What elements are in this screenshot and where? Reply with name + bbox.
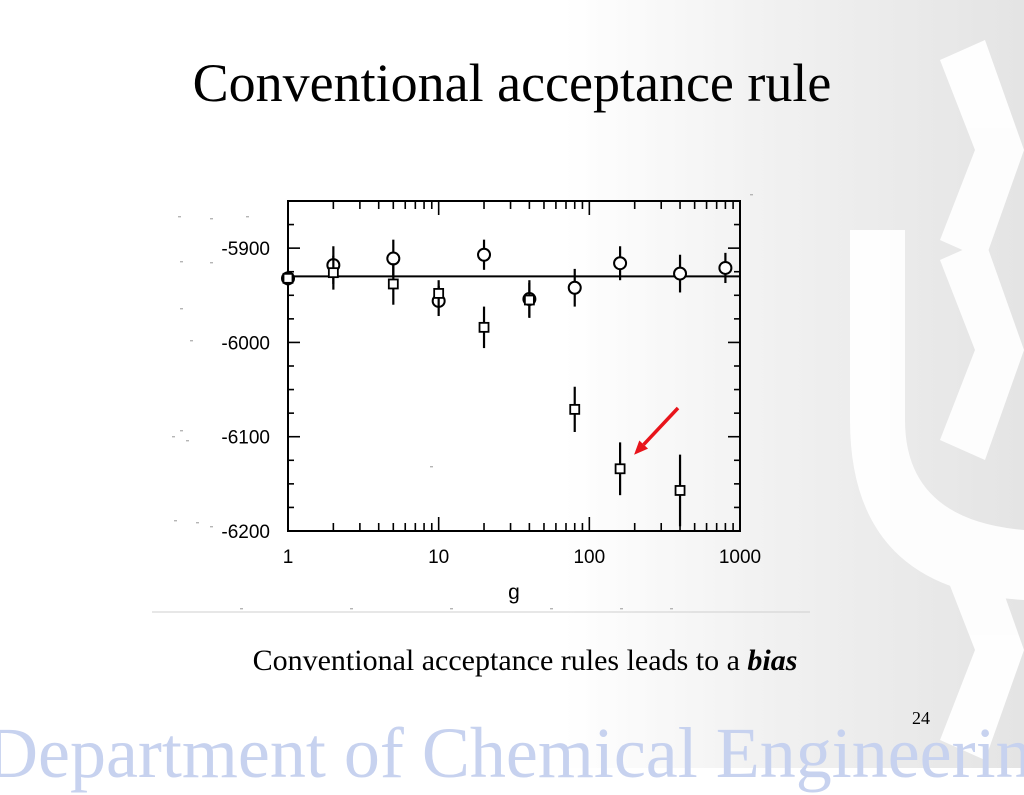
square-point-4 bbox=[478, 321, 490, 333]
caption-emphasis: bias bbox=[747, 644, 798, 677]
x-tick-label-1000: 1000 bbox=[719, 547, 761, 568]
slide-title: Conventional acceptance rule bbox=[192, 53, 832, 113]
square-point-6 bbox=[569, 403, 581, 415]
y-tick-label--6000: -6000 bbox=[221, 333, 270, 354]
x-tick-label-1: 1 bbox=[283, 547, 294, 568]
circle-point-4 bbox=[477, 247, 492, 262]
noise-dot-19 bbox=[670, 608, 673, 610]
page-number: 24 bbox=[912, 708, 930, 728]
noise-dot-14 bbox=[620, 608, 623, 610]
slide-caption: Conventional acceptance rules leads to a… bbox=[0, 644, 1024, 678]
circle-point-6 bbox=[567, 280, 582, 295]
x-tick-label-100: 100 bbox=[573, 547, 605, 568]
data-points bbox=[281, 239, 733, 527]
noise-dot-2 bbox=[246, 216, 249, 218]
noise-dot-11 bbox=[196, 522, 199, 524]
noise-dot-12 bbox=[210, 526, 213, 528]
noise-dot-10 bbox=[174, 520, 177, 522]
y-tick-label--6100: -6100 bbox=[221, 428, 270, 449]
red-arrow-annotation bbox=[642, 406, 680, 446]
logo-chevron-middle bbox=[940, 240, 1024, 460]
caption-text: Conventional acceptance rules leads to a bbox=[252, 644, 748, 677]
university-logo-watermark bbox=[0, 0, 1024, 768]
noise-dot-16 bbox=[350, 608, 353, 610]
square-point-0 bbox=[282, 272, 294, 284]
circle-point-8 bbox=[673, 266, 688, 281]
noise-dot-15 bbox=[240, 608, 243, 610]
circle-point-2 bbox=[386, 251, 401, 266]
noise-dot-0 bbox=[178, 216, 181, 218]
square-point-3 bbox=[433, 288, 445, 299]
scan-noise bbox=[172, 194, 753, 610]
axis-ticks bbox=[287, 200, 740, 532]
y-tick-label--6200: -6200 bbox=[221, 522, 270, 543]
noise-dot-9 bbox=[186, 440, 189, 442]
circle-point-7 bbox=[613, 256, 628, 271]
noise-dot-18 bbox=[550, 608, 553, 610]
square-point-5 bbox=[523, 294, 535, 306]
noise-dot-3 bbox=[180, 261, 183, 263]
logo-u-shape bbox=[850, 230, 1024, 600]
noise-dot-7 bbox=[180, 430, 183, 432]
scatter-chart: 1 10 100 1000 -5900 -6000 -6100 -6200 g bbox=[152, 194, 810, 613]
square-point-1 bbox=[327, 267, 339, 279]
axis-tick-labels: 1 10 100 1000 -5900 -6000 -6100 -6200 bbox=[221, 239, 761, 568]
square-point-7 bbox=[614, 463, 626, 475]
red-arrow-head bbox=[634, 440, 649, 455]
y-tick-label--5900: -5900 bbox=[221, 239, 270, 260]
logo-chevron-top bbox=[940, 40, 1024, 260]
square-point-8 bbox=[674, 485, 686, 496]
x-tick-label-10: 10 bbox=[428, 547, 449, 568]
circle-point-9 bbox=[718, 260, 733, 275]
noise-dot-5 bbox=[180, 308, 183, 310]
noise-dot-8 bbox=[172, 436, 175, 438]
noise-dot-17 bbox=[450, 608, 453, 610]
noise-dot-4 bbox=[210, 262, 213, 264]
noise-dot-1 bbox=[210, 218, 213, 220]
noise-dot-6 bbox=[190, 340, 193, 342]
square-point-2 bbox=[387, 278, 399, 290]
noise-dot-20 bbox=[750, 194, 753, 196]
x-axis-label: g bbox=[508, 581, 520, 604]
noise-dot-13 bbox=[430, 466, 433, 468]
plot-frame bbox=[287, 200, 741, 532]
footer-department-text: Department of Chemical Engineering bbox=[0, 713, 1024, 793]
